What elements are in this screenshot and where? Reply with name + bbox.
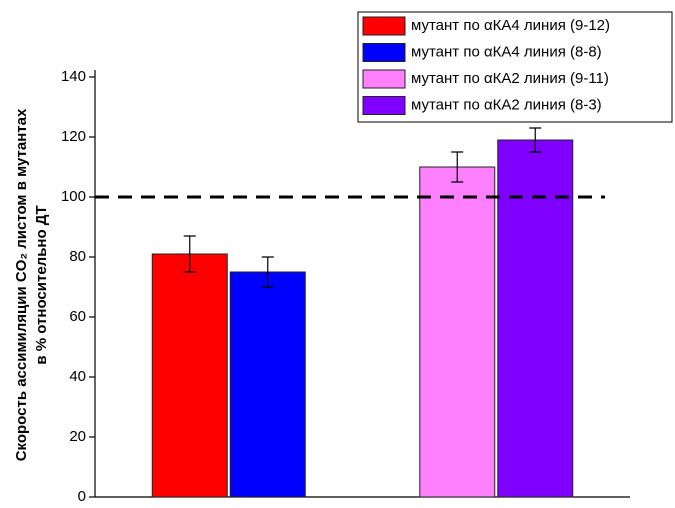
legend-label: мутант по αКА4 линия (9-12) bbox=[411, 17, 610, 34]
legend-label: мутант по αКА4 линия (8-8) bbox=[411, 43, 602, 60]
y-label-group: Скорость ассимиляции CO₂ листом в мутант… bbox=[13, 108, 50, 461]
bar bbox=[229, 271, 306, 498]
y-tick-label: 140 bbox=[61, 68, 86, 85]
bar bbox=[151, 253, 228, 498]
bar bbox=[419, 166, 496, 498]
y-tick-label: 20 bbox=[69, 428, 86, 445]
y-tick-label: 0 bbox=[78, 488, 86, 505]
y-axis-label: Скорость ассимиляции CO₂ листом в мутант… bbox=[13, 108, 30, 461]
legend-label: мутант по αКА2 линия (8-3) bbox=[411, 96, 602, 113]
legend-swatch bbox=[362, 69, 406, 89]
y-tick-label: 100 bbox=[61, 188, 86, 205]
y-tick-label: 120 bbox=[61, 128, 86, 145]
y-tick-label: 80 bbox=[69, 248, 86, 265]
bar bbox=[497, 139, 574, 498]
error-bar bbox=[261, 256, 274, 288]
error-bar bbox=[529, 127, 542, 153]
legend-swatch bbox=[362, 96, 406, 115]
y-tick-label: 60 bbox=[69, 308, 86, 325]
legend-swatch bbox=[362, 43, 406, 62]
y-tick-label: 40 bbox=[69, 368, 86, 385]
y-axis-label: в % относительно ДТ bbox=[33, 205, 50, 364]
error-bar bbox=[451, 151, 464, 183]
legend-box bbox=[357, 11, 673, 123]
error-bar bbox=[183, 235, 196, 273]
legend-label: мутант по αКА2 линия (9-11) bbox=[411, 70, 609, 87]
legend-swatch bbox=[362, 16, 406, 36]
